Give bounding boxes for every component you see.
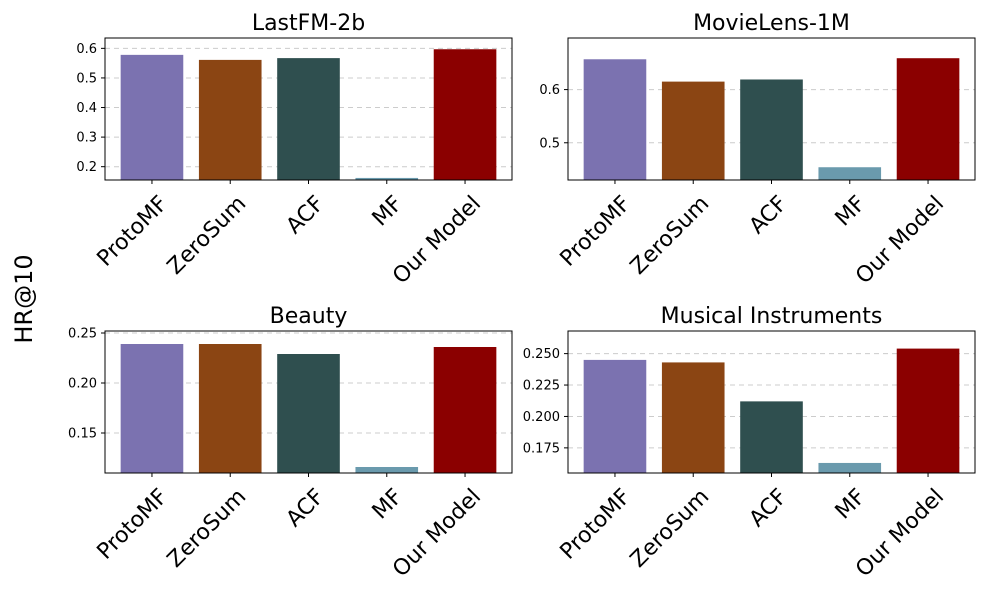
- y-tick-label: 0.6: [539, 83, 560, 98]
- plot-frame: [567, 330, 976, 474]
- y-tick-label: 0.4: [76, 101, 97, 116]
- x-tick-label: ACF: [282, 191, 330, 239]
- x-tick-label: MF: [368, 191, 408, 231]
- x-tick-label: ACF: [745, 484, 793, 532]
- y-tick-label: 0.225: [523, 379, 560, 394]
- bar-protomf: [583, 359, 647, 473]
- y-tick-label: 0.25: [68, 327, 97, 342]
- y-tick-label: 0.250: [523, 347, 560, 362]
- y-tick-label: 0.20: [68, 377, 97, 392]
- bar-acf: [277, 58, 340, 180]
- chart-title-beauty: Beauty: [270, 304, 348, 329]
- plot-frame: [567, 37, 976, 181]
- y-tick-label: 0.175: [523, 441, 560, 456]
- bar-protomf: [120, 54, 184, 180]
- x-tick-label: ZeroSum: [626, 191, 714, 279]
- y-tick-label: 0.3: [76, 131, 97, 146]
- y-tick-label: 0.6: [76, 42, 97, 57]
- bar-acf: [277, 354, 340, 473]
- bar-zerosum: [661, 81, 725, 180]
- x-tick-label: MF: [831, 191, 871, 231]
- bar-zerosum: [198, 344, 262, 473]
- x-tick-label: ZeroSum: [163, 191, 251, 279]
- bar-acf: [740, 401, 803, 473]
- bar-protomf: [583, 59, 647, 180]
- x-tick-label: ProtoMF: [93, 191, 173, 271]
- bar-acf: [740, 79, 803, 180]
- bar-our-model: [433, 49, 497, 180]
- x-tick-label: MF: [831, 484, 871, 524]
- chart-musical: Musical Instruments 0.175 0.200 0.225 0.250 P…: [523, 304, 976, 582]
- x-tick-label: ZeroSum: [163, 484, 251, 572]
- shared-y-axis-label: HR@10: [10, 254, 38, 343]
- bar-mf: [818, 167, 882, 180]
- plot-frame: [104, 330, 513, 474]
- y-tick-label: 0.200: [523, 410, 560, 425]
- x-tick-label: ACF: [282, 484, 330, 532]
- x-tick-label: ACF: [745, 191, 793, 239]
- x-tick-label: ProtoMF: [93, 484, 173, 564]
- bar-our-model: [896, 58, 960, 180]
- y-tick-label: 0.5: [539, 136, 560, 151]
- chart-title-movielens: MovieLens-1M: [693, 11, 850, 36]
- chart-title-musical: Musical Instruments: [661, 304, 883, 329]
- bar-mf: [355, 177, 419, 180]
- x-tick-label: ProtoMF: [556, 191, 636, 271]
- plot-frame: [104, 37, 513, 181]
- chart-title-lastfm: LastFM-2b: [252, 11, 365, 36]
- y-tick-label: 0.5: [76, 71, 97, 86]
- x-tick-label: ProtoMF: [556, 484, 636, 564]
- bar-zerosum: [661, 362, 725, 473]
- bar-our-model: [433, 347, 497, 473]
- x-tick-label: ZeroSum: [626, 484, 714, 572]
- bar-protomf: [120, 344, 184, 473]
- y-tick-label: 0.15: [68, 427, 97, 442]
- bar-mf: [355, 467, 419, 473]
- bar-mf: [818, 462, 882, 473]
- bar-our-model: [896, 348, 960, 473]
- x-tick-label: MF: [368, 484, 408, 524]
- y-tick-label: 0.2: [76, 160, 97, 175]
- bar-zerosum: [198, 59, 262, 181]
